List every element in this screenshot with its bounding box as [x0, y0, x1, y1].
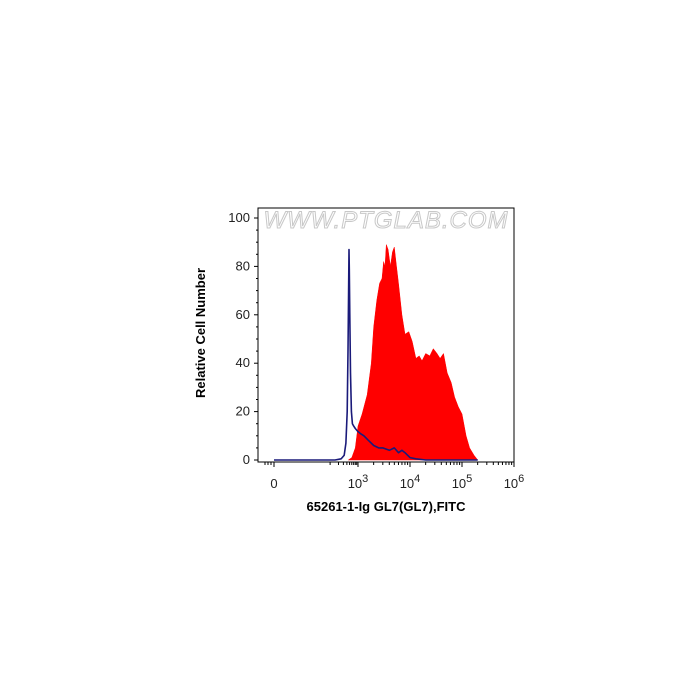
- x-axis-title: 65261-1-Ig GL7(GL7),FITC: [307, 499, 467, 514]
- y-tick-label: 20: [236, 404, 250, 419]
- y-axis-title: Relative Cell Number: [193, 268, 208, 398]
- x-tick-label: 0: [270, 476, 277, 491]
- x-tick-exponent: 3: [362, 473, 368, 485]
- x-tick-label: 105: [452, 473, 473, 491]
- x-tick-exponent: 5: [466, 473, 472, 485]
- plot-frame: [257, 207, 515, 463]
- x-tick-label: 103: [348, 473, 369, 491]
- x-tick-exponent: 6: [518, 473, 524, 485]
- y-tick-label: 80: [236, 258, 250, 273]
- x-tick-label: 106: [504, 473, 525, 491]
- watermark-text: WWW.PTGLAB.COM: [263, 207, 508, 234]
- y-tick-label: 0: [243, 452, 250, 467]
- sample-histogram-area: [347, 244, 479, 461]
- control-histogram-line: [274, 248, 478, 461]
- y-tick-label: 100: [228, 210, 250, 225]
- y-tick-label: 40: [236, 355, 250, 370]
- x-tick-label: 104: [400, 473, 421, 491]
- x-tick-exponent: 4: [414, 473, 420, 485]
- y-tick-label: 60: [236, 307, 250, 322]
- plot-area: WWW.PTGLAB.COM 0 20 40 60 80 100 0 103 104 105 106: [228, 207, 525, 492]
